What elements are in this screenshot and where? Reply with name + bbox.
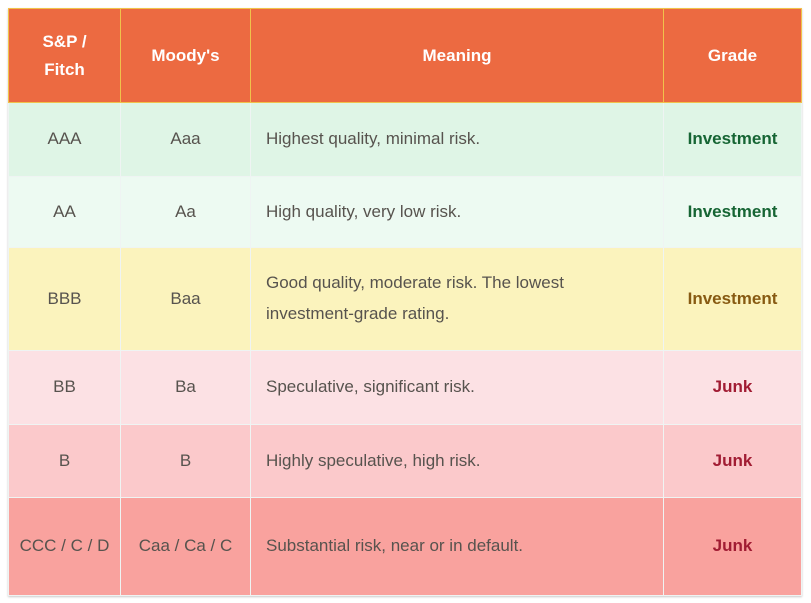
header-row: S&P / Fitch Moody's Meaning Grade [8, 8, 802, 103]
header-grade: Grade [663, 8, 802, 103]
table-row-aa: AA Aa High quality, very low risk. Inves… [8, 176, 802, 248]
cell-grade: Investment [663, 102, 802, 177]
table-row-b: B B Highly speculative, high risk. Junk [8, 424, 802, 498]
cell-grade: Investment [663, 247, 802, 351]
cell-moodys: Aa [120, 176, 251, 248]
cell-meaning: High quality, very low risk. [250, 176, 664, 248]
cell-grade: Junk [663, 424, 802, 498]
cell-moodys: B [120, 424, 251, 498]
cell-meaning: Substantial risk, near or in default. [250, 497, 664, 596]
cell-grade: Junk [663, 350, 802, 425]
table-row-ccc: CCC / C / D Caa / Ca / C Substantial ris… [8, 497, 802, 596]
cell-sp-fitch: AAA [8, 102, 121, 177]
table-row-bbb: BBB Baa Good quality, moderate risk. The… [8, 247, 802, 351]
cell-sp-fitch: BBB [8, 247, 121, 351]
header-moodys: Moody's [120, 8, 251, 103]
cell-moodys: Ba [120, 350, 251, 425]
cell-meaning: Highly speculative, high risk. [250, 424, 664, 498]
credit-ratings-table: S&P / Fitch Moody's Meaning Grade AAA Aa… [8, 8, 802, 596]
header-meaning: Meaning [250, 8, 664, 103]
cell-meaning: Good quality, moderate risk. The lowest … [250, 247, 664, 351]
table-row-aaa: AAA Aaa Highest quality, minimal risk. I… [8, 102, 802, 177]
cell-grade: Investment [663, 176, 802, 248]
cell-moodys: Aaa [120, 102, 251, 177]
table-body: AAA Aaa Highest quality, minimal risk. I… [8, 102, 802, 596]
cell-moodys: Baa [120, 247, 251, 351]
cell-sp-fitch: B [8, 424, 121, 498]
cell-sp-fitch: BB [8, 350, 121, 425]
table-row-bb: BB Ba Speculative, significant risk. Jun… [8, 350, 802, 425]
cell-sp-fitch: AA [8, 176, 121, 248]
cell-sp-fitch: CCC / C / D [8, 497, 121, 596]
header-sp-fitch: S&P / Fitch [8, 8, 121, 103]
cell-moodys: Caa / Ca / C [120, 497, 251, 596]
cell-meaning: Speculative, significant risk. [250, 350, 664, 425]
table-header: S&P / Fitch Moody's Meaning Grade [8, 8, 802, 103]
cell-meaning: Highest quality, minimal risk. [250, 102, 664, 177]
cell-grade: Junk [663, 497, 802, 596]
